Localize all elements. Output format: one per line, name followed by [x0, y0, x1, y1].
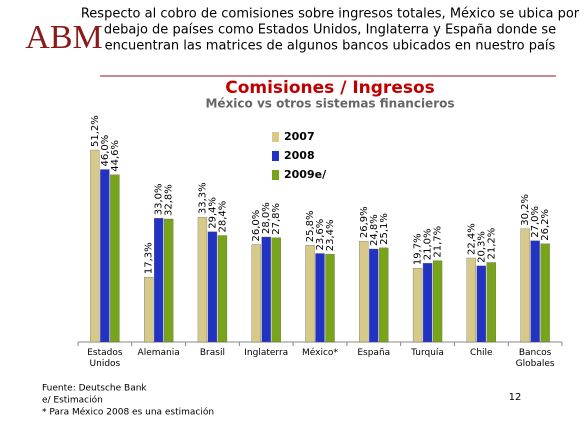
- bar: [476, 265, 486, 343]
- bar: [261, 236, 271, 343]
- bar: [359, 240, 369, 343]
- chart-subtitle: México vs otros sistemas financieros: [205, 97, 454, 111]
- value-label: 21,2%: [486, 228, 497, 260]
- value-label: 27,0%: [530, 206, 541, 238]
- value-label: 17,3%: [144, 242, 155, 274]
- value-label: 51,2%: [90, 115, 101, 147]
- value-label: 21,7%: [433, 226, 444, 258]
- bar: [164, 218, 174, 343]
- value-label: 26,2%: [540, 209, 551, 241]
- bar: [369, 248, 379, 343]
- legend-label: 2009e/: [284, 168, 327, 181]
- bar: [422, 263, 433, 343]
- bar: [271, 237, 281, 343]
- value-label: 21,0%: [423, 228, 434, 260]
- value-label: 28,0%: [261, 202, 272, 234]
- x-tick-label: Brasil: [199, 348, 225, 358]
- bar: [110, 174, 120, 343]
- logo: ABM: [25, 19, 102, 56]
- bar: [197, 216, 208, 343]
- value-label: 22,4%: [466, 223, 477, 255]
- bar: [520, 228, 530, 343]
- x-tick-label: Bancos Globales: [515, 348, 555, 369]
- x-tick-label: Inglaterra: [244, 348, 289, 358]
- bar: [530, 240, 540, 343]
- legend-swatch: [272, 132, 279, 142]
- x-tick-label: Estados Unidos: [87, 348, 123, 369]
- bar: [207, 231, 218, 343]
- x-tick-label: Turquía: [411, 348, 444, 358]
- bar: [486, 262, 496, 343]
- bar: [154, 218, 164, 343]
- value-label: 19,7%: [413, 233, 424, 265]
- bar: [412, 267, 423, 343]
- value-label: 44,6%: [110, 140, 121, 172]
- bar: [432, 260, 443, 343]
- bar: [90, 149, 100, 343]
- legend-swatch: [272, 151, 279, 161]
- bar: [315, 253, 325, 343]
- value-label: 33,0%: [154, 183, 165, 215]
- value-label: 28,4%: [217, 201, 228, 233]
- value-label: 25,1%: [379, 213, 390, 245]
- chart-title: Comisiones / Ingresos: [225, 78, 435, 98]
- bar: [466, 257, 476, 343]
- legend-swatch: [272, 170, 279, 180]
- header-line: debajo de países como Estados Unidos, In…: [104, 23, 556, 38]
- x-tick-label: Chile: [470, 348, 493, 358]
- value-label: 26,9%: [359, 206, 370, 238]
- value-label: 24,8%: [369, 214, 380, 246]
- bar: [325, 254, 335, 343]
- footnote: Fuente: Deutsche Bank: [42, 384, 147, 394]
- bar: [305, 245, 315, 343]
- value-label: 33,3%: [197, 182, 208, 214]
- value-label: 20,3%: [476, 231, 487, 263]
- bar: [217, 235, 228, 343]
- value-label: 25,8%: [305, 210, 316, 242]
- bar: [144, 276, 154, 343]
- footnote: e/ Estimación: [42, 395, 103, 406]
- bar: [251, 244, 261, 343]
- x-tick-label: España: [357, 348, 391, 358]
- value-label: 46,0%: [100, 135, 111, 167]
- value-label: 27,8%: [271, 203, 282, 235]
- value-label: 32,8%: [164, 184, 175, 216]
- value-label: 23,4%: [325, 219, 336, 251]
- legend-label: 2007: [284, 130, 315, 143]
- header-line: encuentran las matrices de algunos banco…: [105, 39, 556, 54]
- footnote: * Para México 2008 es una estimación: [42, 407, 214, 418]
- page-number: 12: [509, 392, 522, 403]
- value-label: 29,4%: [207, 197, 218, 229]
- x-tick-label: Alemania: [137, 348, 180, 358]
- value-label: 30,2%: [520, 194, 531, 226]
- bar: [379, 247, 389, 343]
- header-line: Respecto al cobro de comisiones sobre in…: [81, 7, 580, 22]
- x-tick-label: México*: [302, 348, 338, 358]
- legend-label: 2008: [284, 149, 315, 162]
- value-label: 23,6%: [315, 219, 326, 251]
- bar: [540, 243, 550, 343]
- value-label: 26,0%: [251, 210, 262, 242]
- bar: [100, 169, 110, 343]
